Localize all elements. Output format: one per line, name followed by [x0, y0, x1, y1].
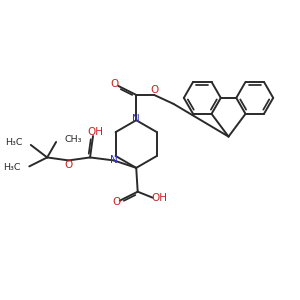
Text: N: N	[132, 114, 140, 124]
Text: OH: OH	[87, 128, 104, 137]
Text: O: O	[150, 85, 158, 94]
Text: H₃C: H₃C	[5, 138, 22, 147]
Text: H₃C: H₃C	[4, 164, 21, 172]
Text: O: O	[111, 80, 119, 89]
Text: O: O	[112, 197, 120, 207]
Text: CH₃: CH₃	[64, 135, 82, 144]
Text: N: N	[110, 155, 118, 165]
Text: OH: OH	[151, 193, 167, 203]
Text: O: O	[64, 160, 72, 170]
